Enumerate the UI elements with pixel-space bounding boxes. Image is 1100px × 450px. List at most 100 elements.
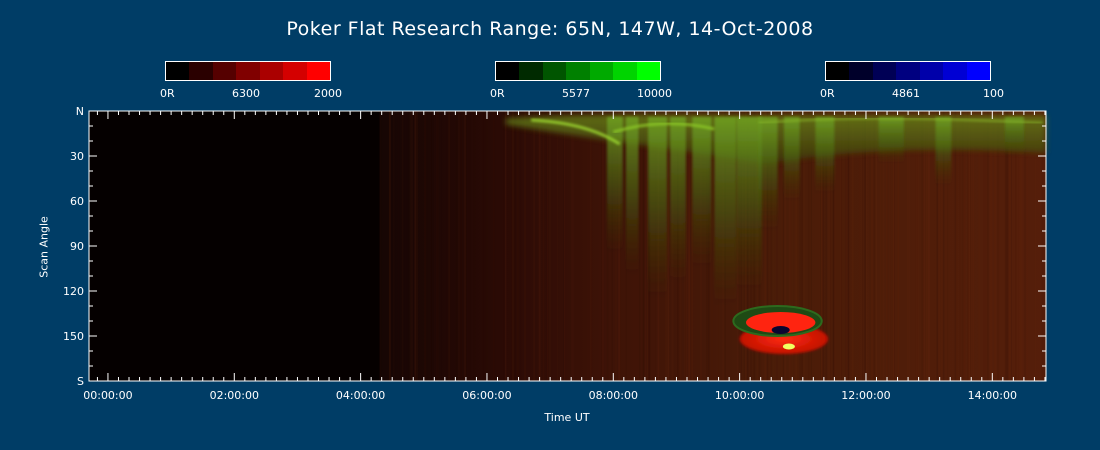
striation xyxy=(969,111,971,381)
striation xyxy=(380,111,382,381)
striation xyxy=(800,111,803,381)
striation xyxy=(909,111,910,381)
colorbar-segment xyxy=(236,62,260,80)
striation xyxy=(514,111,516,381)
striation xyxy=(493,111,495,381)
striation xyxy=(893,111,895,381)
striation xyxy=(797,111,799,381)
striation xyxy=(1004,111,1006,381)
striation xyxy=(667,111,670,381)
striation xyxy=(862,111,863,381)
striation xyxy=(557,111,558,381)
striation xyxy=(921,111,924,381)
striation xyxy=(601,111,604,381)
colorbar-segment xyxy=(519,62,543,80)
striation xyxy=(990,111,993,381)
striation xyxy=(437,111,439,381)
colorbar-segment xyxy=(542,62,567,80)
striation xyxy=(571,111,573,381)
striation xyxy=(780,111,783,381)
striation xyxy=(791,111,793,381)
striation xyxy=(430,111,432,381)
striation xyxy=(469,111,471,381)
colorbar-green-5577 xyxy=(495,61,661,81)
green-auroral-curtain xyxy=(692,117,712,269)
striation xyxy=(644,111,645,381)
striation xyxy=(1015,111,1017,381)
y-tick-label: S xyxy=(77,375,84,388)
striation xyxy=(416,111,418,381)
striation xyxy=(414,111,417,381)
green-auroral-curtain xyxy=(714,117,737,306)
striation xyxy=(440,111,442,381)
striation xyxy=(964,111,966,381)
striation xyxy=(406,111,409,381)
green-auroral-curtain xyxy=(607,117,623,254)
striation xyxy=(1019,111,1021,381)
striation xyxy=(436,111,438,381)
striation xyxy=(473,111,476,381)
striation xyxy=(434,111,435,381)
striation xyxy=(968,111,971,381)
green-auroral-curtain xyxy=(758,117,778,231)
striation xyxy=(923,111,926,381)
striation xyxy=(772,111,775,381)
colorbar-blue-min-label: 0R xyxy=(820,87,835,100)
green-auroral-curtain xyxy=(1004,117,1024,156)
striation xyxy=(514,111,516,381)
striation xyxy=(917,111,919,381)
striation xyxy=(873,111,875,381)
striation xyxy=(416,111,417,381)
striation xyxy=(810,111,812,381)
striation xyxy=(601,111,603,381)
striation xyxy=(782,111,784,381)
striation xyxy=(385,111,387,381)
striation xyxy=(1015,111,1017,381)
striation xyxy=(825,111,828,381)
striation xyxy=(897,111,899,381)
striation xyxy=(795,111,798,381)
keogram-image xyxy=(89,111,1047,381)
colorbar-red-6300 xyxy=(165,61,331,81)
striation xyxy=(840,111,843,381)
stray-light-dark-center xyxy=(771,326,790,334)
striation xyxy=(770,111,772,381)
striation xyxy=(947,111,949,381)
striation xyxy=(407,111,409,381)
striation xyxy=(823,111,825,381)
striation xyxy=(398,111,400,381)
striation xyxy=(1018,111,1021,381)
striation xyxy=(937,111,939,381)
striation xyxy=(1021,111,1023,381)
striation xyxy=(379,111,381,381)
striation xyxy=(788,111,791,381)
striation xyxy=(873,111,876,381)
striation xyxy=(1026,111,1028,381)
striation xyxy=(865,111,868,381)
striation xyxy=(983,111,986,381)
striation xyxy=(955,111,958,381)
striation xyxy=(959,111,961,381)
colorbar-red-mid-label: 6300 xyxy=(232,87,260,100)
colorbar-segment xyxy=(283,62,307,80)
striation xyxy=(875,111,877,381)
x-tick-label: 00:00:00 xyxy=(83,389,132,402)
striation xyxy=(938,111,940,381)
striation xyxy=(685,111,687,381)
striation xyxy=(411,111,413,381)
striation xyxy=(859,111,860,381)
x-tick-label: 06:00:00 xyxy=(462,389,511,402)
striation xyxy=(822,111,824,381)
striation xyxy=(861,111,863,381)
striation xyxy=(871,111,873,381)
striation xyxy=(458,111,460,381)
striation xyxy=(647,111,649,381)
colorbar-green-mid-label: 5577 xyxy=(562,87,590,100)
y-tick-label: 120 xyxy=(63,285,84,298)
x-tick-label: 12:00:00 xyxy=(841,389,890,402)
colorbar-segment xyxy=(849,62,873,80)
y-axis-label: Scan Angle xyxy=(37,216,51,278)
striation xyxy=(925,111,928,381)
striation xyxy=(711,111,713,381)
